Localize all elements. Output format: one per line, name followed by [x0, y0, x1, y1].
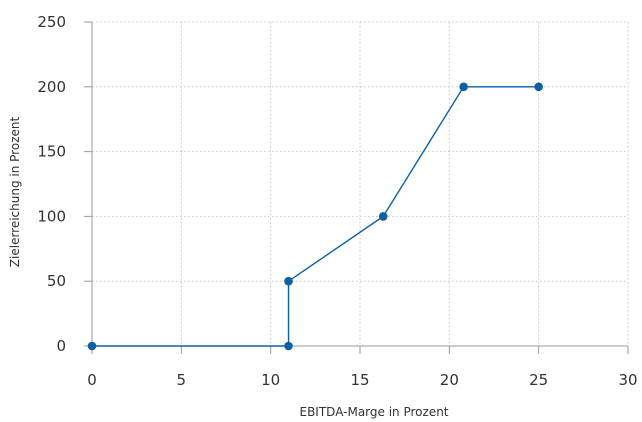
y-tick-label: 50: [47, 272, 66, 290]
x-tick-label: 0: [87, 371, 97, 389]
y-tick-label: 100: [37, 207, 66, 225]
x-tick-label: 10: [261, 371, 280, 389]
data-point: [378, 212, 388, 221]
data-point: [459, 82, 468, 92]
series: [87, 82, 543, 351]
data-point: [87, 341, 97, 351]
x-tick-label: 15: [350, 371, 369, 389]
x-axis-title: EBITDA-Marge in Prozent: [299, 405, 448, 419]
data-point: [284, 341, 293, 351]
x-tick-label: 5: [177, 371, 187, 389]
y-axis-title: Zielerreichung in Prozent: [8, 117, 22, 268]
x-tick-label: 30: [618, 371, 637, 389]
y-tick-label: 150: [37, 143, 66, 161]
y-tick-label: 250: [37, 13, 66, 31]
y-tick-label: 0: [56, 337, 66, 355]
data-point: [284, 276, 293, 286]
x-tick-label: 25: [529, 371, 548, 389]
x-tick-label: 20: [440, 371, 459, 389]
y-tick-label: 200: [37, 78, 66, 96]
ticks: 0 50 100 150 200 250 0 5 10 15 20 25 30: [37, 13, 637, 389]
data-point: [534, 82, 543, 92]
series-line: [92, 86, 539, 347]
grid: [92, 21, 629, 346]
